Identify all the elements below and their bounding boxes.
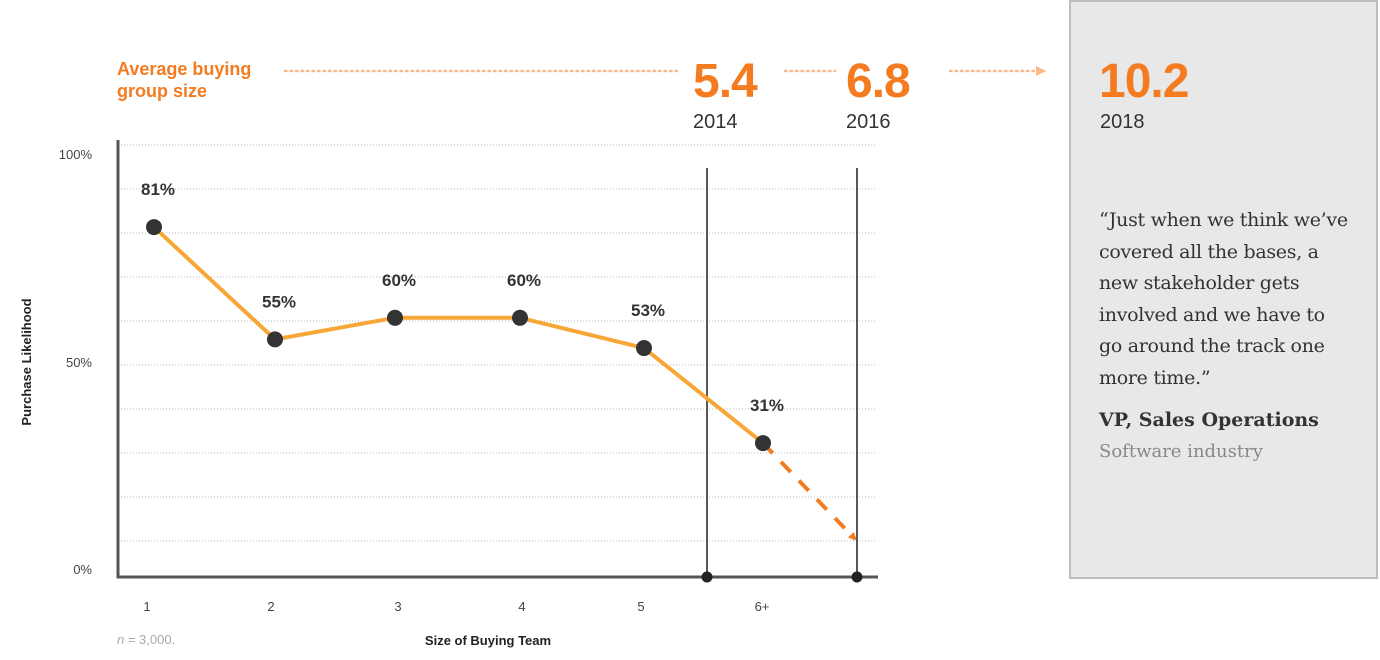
marker-dot-2014 (701, 571, 713, 583)
data-label: 53% (631, 301, 665, 320)
data-label: 81% (141, 180, 175, 199)
group-size-2018-value: 10.2 (1099, 55, 1189, 108)
quote-panel (1069, 0, 1378, 579)
group-size-2018-year: 2018 (1100, 111, 1145, 133)
data-point (267, 331, 283, 348)
data-point (636, 340, 652, 357)
x-tick-label: 3 (394, 599, 401, 614)
quote-text: “Just when we think we’ve covered all th… (1099, 209, 1348, 389)
sample-size-note: n = 3,000. (117, 632, 176, 647)
group-size-2014-year: 2014 (693, 111, 738, 133)
data-label: 60% (382, 271, 416, 290)
marker-dot-2016 (851, 571, 863, 583)
projected-trend-arrow (761, 441, 857, 541)
data-label: 60% (507, 271, 541, 290)
group-size-2014-value: 5.4 (693, 55, 758, 108)
x-tick-label: 2 (267, 599, 274, 614)
data-point (512, 309, 528, 326)
x-tick-label: 4 (518, 599, 525, 614)
group-size-2016-year: 2016 (846, 111, 891, 133)
y-tick-label: 0% (73, 562, 92, 577)
data-point (755, 435, 771, 452)
header-label: Average buying group size (117, 59, 252, 101)
x-tick-label: 6+ (755, 599, 770, 614)
y-tick-label: 100% (59, 147, 93, 162)
y-axis-title: Purchase Likelihood (19, 298, 34, 425)
series-line (152, 225, 765, 446)
x-tick-label: 1 (143, 599, 150, 614)
data-point (387, 309, 403, 326)
quote-attribution-title: VP, Sales Operations (1099, 409, 1319, 431)
data-point (146, 219, 162, 236)
y-tick-label: 50% (66, 355, 92, 370)
sample-size-text: = 3,000. (124, 632, 176, 647)
quote-attribution-subtitle: Software industry (1099, 441, 1263, 462)
group-size-2016-value: 6.8 (846, 55, 911, 108)
data-label: 31% (750, 396, 784, 415)
x-axis-title: Size of Buying Team (425, 633, 551, 648)
data-label: 55% (262, 292, 296, 311)
x-tick-label: 5 (637, 599, 644, 614)
